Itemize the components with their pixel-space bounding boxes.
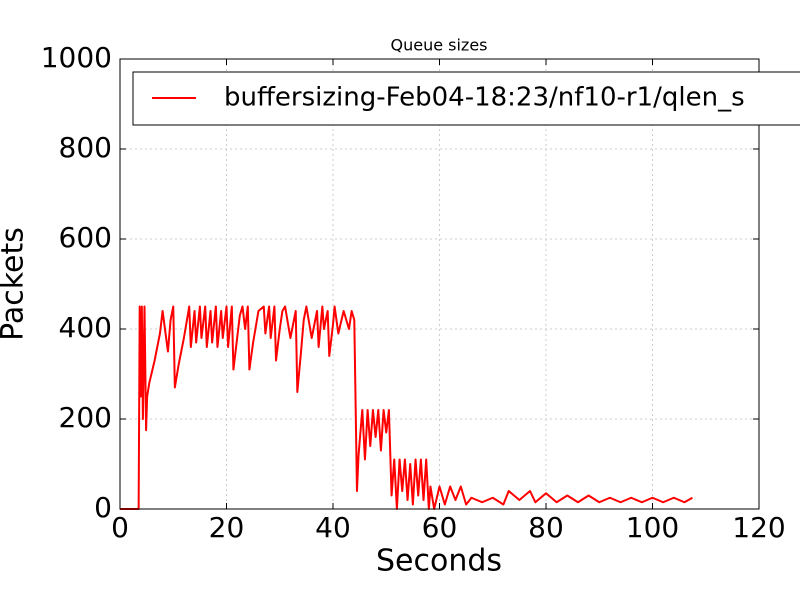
x-tick-label: 20 (209, 511, 245, 544)
y-tick-label: 200 (59, 401, 112, 434)
y-tick-label: 1000 (41, 41, 112, 74)
data-line (120, 305, 693, 510)
y-tick-label: 400 (59, 311, 112, 344)
x-tick-label: 40 (315, 511, 351, 544)
y-tick-label: 0 (94, 491, 112, 524)
x-tick-label: 0 (111, 511, 129, 544)
x-tick-label: 80 (528, 511, 564, 544)
chart-title: Queue sizes (390, 36, 487, 55)
y-axis-label: Packets (0, 227, 31, 341)
x-tick-label: 100 (626, 511, 679, 544)
legend-box (132, 71, 800, 126)
x-axis-label: Seconds (376, 544, 502, 579)
plot-frame (119, 58, 760, 510)
legend-label: buffersizing-Feb04-18:23/nf10-r1/qlen_s (224, 83, 745, 113)
y-tick-label: 600 (59, 221, 112, 254)
y-tick-label: 800 (59, 131, 112, 164)
x-tick-label: 60 (422, 511, 458, 544)
x-tick-label: 120 (732, 511, 785, 544)
